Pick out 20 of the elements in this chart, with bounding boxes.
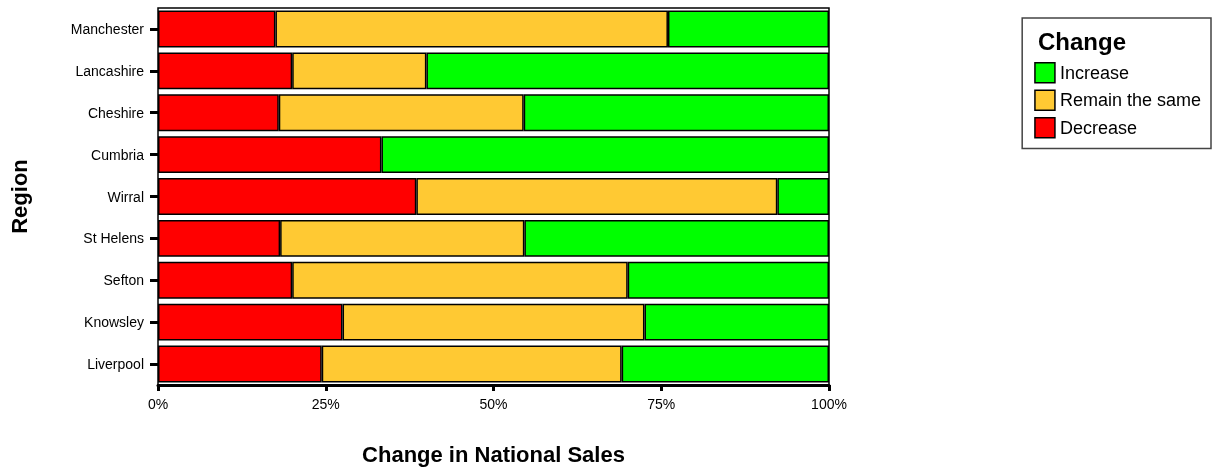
y-tick-label: St Helens (83, 230, 144, 247)
x-tick-label: 50% (479, 396, 508, 412)
y-tick-label: Wirral (107, 188, 144, 205)
legend-label: Decrease (1059, 117, 1137, 138)
legend-label: Increase (1059, 62, 1129, 83)
x-axis-title: Change in National Sales (362, 441, 625, 467)
x-tick-label: 25% (311, 396, 340, 412)
y-tick-label: Liverpool (87, 356, 144, 373)
y-tick-label: Lancashire (75, 62, 145, 79)
y-tick-label: Knowsley (84, 314, 144, 331)
x-tick-label: 75% (647, 396, 676, 412)
legend-title: Change (1037, 27, 1127, 55)
x-tick-label: 100% (811, 396, 847, 412)
y-axis-title: Region (6, 159, 32, 234)
y-tick-label: Cumbria (91, 146, 145, 163)
legend-label: Remain the same (1059, 90, 1202, 111)
x-tick-label: 0% (147, 396, 169, 412)
y-tick-label: Manchester (70, 20, 145, 37)
y-tick-label: Sefton (103, 272, 144, 289)
y-tick-label: Cheshire (87, 104, 145, 121)
